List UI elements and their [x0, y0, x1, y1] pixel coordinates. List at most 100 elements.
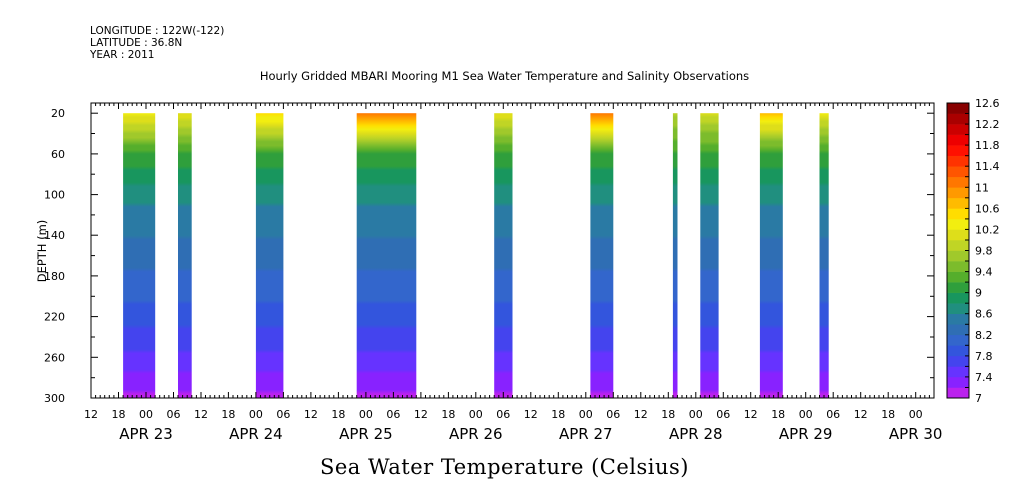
y-tick-label: 20 — [51, 107, 65, 120]
x-tick-label: 06 — [386, 408, 400, 421]
colorbar-label: 12.2 — [975, 118, 1000, 131]
colorbar-label: 11.4 — [975, 160, 1000, 173]
colorbar-swatch — [947, 166, 969, 178]
x-day-label: APR 24 — [229, 425, 283, 443]
x-tick-label: 00 — [909, 408, 923, 421]
colorbar-swatch — [947, 145, 969, 156]
y-axis-label: DEPTH (m) — [35, 220, 49, 283]
x-tick-label: 00 — [139, 408, 153, 421]
x-tick-label: 12 — [84, 408, 98, 421]
x-tick-label: 18 — [771, 408, 785, 421]
colorbar-swatch — [947, 134, 969, 146]
x-tick-label: 00 — [689, 408, 703, 421]
colorbar-label: 8.6 — [975, 308, 993, 321]
colorbar: 7 7.4 7.8 8.2 8.6 9 9.4 9.8 10.2 10.6 11 11.4 11.8 12… — [946, 97, 1000, 405]
year-label: YEAR : 2011 — [90, 49, 155, 61]
y-tick-label: 100 — [44, 189, 65, 202]
x-tick-label: 06 — [826, 408, 840, 421]
x-day-label: APR 26 — [449, 425, 503, 443]
colorbar-label: 11.8 — [975, 139, 1000, 152]
observation-block — [123, 113, 156, 398]
colorbar-swatch — [947, 387, 969, 399]
observation-block — [178, 113, 192, 398]
x-tick-label: 12 — [634, 408, 648, 421]
x-axis-label: Sea Water Temperature (Celsius) — [319, 455, 689, 479]
observation-block — [672, 113, 678, 398]
x-tick-label: 06 — [496, 408, 510, 421]
x-tick-label: 18 — [441, 408, 455, 421]
x-tick-label: 12 — [524, 408, 538, 421]
colorbar-label: 10.2 — [975, 223, 1000, 236]
colorbar-label: 8.2 — [975, 329, 993, 342]
observation-block — [356, 113, 417, 398]
x-tick-label: 12 — [854, 408, 868, 421]
colorbar-swatch — [947, 103, 969, 114]
x-day-label: APR 29 — [779, 425, 833, 443]
observation-block — [759, 113, 783, 398]
colorbar-label: 9 — [975, 287, 982, 300]
colorbar-swatch — [947, 334, 969, 346]
x-tick-label: 12 — [194, 408, 208, 421]
colorbar-label: 9.4 — [975, 266, 993, 279]
x-tick-label: 12 — [744, 408, 758, 421]
colorbar-swatch — [947, 313, 969, 325]
x-tick-label: 00 — [579, 408, 593, 421]
colorbar-label: 7 — [975, 392, 982, 405]
x-day-label: APR 27 — [559, 425, 613, 443]
colorbar-swatch — [947, 197, 969, 209]
colorbar-label: 12.6 — [975, 97, 1000, 110]
x-day-label: APR 28 — [669, 425, 723, 443]
colorbar-swatch — [947, 345, 969, 357]
observation-block — [819, 113, 829, 398]
colorbar-swatch — [947, 292, 969, 304]
colorbar-swatch — [947, 239, 969, 251]
x-tick-label: 06 — [167, 408, 181, 421]
x-tick-label: 06 — [716, 408, 730, 421]
observation-block — [700, 113, 719, 398]
colorbar-swatch — [947, 261, 969, 272]
colorbar-swatch — [947, 218, 969, 230]
y-tick-label: 300 — [44, 392, 65, 405]
colorbar-swatch — [947, 229, 969, 241]
latitude-label: LATITUDE : 36.8N — [90, 37, 183, 49]
colorbar-swatch — [947, 113, 969, 125]
colorbar-swatch — [947, 208, 969, 220]
x-tick-label: 00 — [469, 408, 483, 421]
colorbar-label: 10.6 — [975, 202, 1000, 215]
x-day-label: APR 23 — [119, 425, 173, 443]
y-tick-label: 60 — [51, 148, 65, 161]
y-tick-label: 180 — [44, 270, 65, 283]
colorbar-label: 7.4 — [975, 371, 993, 384]
colorbar-swatch — [947, 355, 969, 367]
x-tick-label: 18 — [881, 408, 895, 421]
x-tick-label: 00 — [359, 408, 373, 421]
x-tick-label: 12 — [414, 408, 428, 421]
colorbar-label: 9.8 — [975, 245, 993, 258]
colorbar-swatch — [947, 155, 969, 167]
x-tick-label: 12 — [304, 408, 318, 421]
x-day-label: APR 30 — [889, 425, 943, 443]
colorbar-swatch — [947, 366, 969, 378]
longitude-label: LONGITUDE : 122W(-122) — [90, 25, 225, 37]
x-tick-label: 00 — [249, 408, 263, 421]
y-axis: 20 60 100 140 180 220 260 300 — [44, 107, 934, 405]
colorbar-swatch — [947, 282, 969, 293]
colorbar-swatch — [947, 303, 969, 315]
x-tick-label: 06 — [606, 408, 620, 421]
x-tick-label: 00 — [799, 408, 813, 421]
colorbar-swatch — [947, 187, 969, 199]
y-tick-label: 260 — [44, 351, 65, 364]
colorbar-swatch — [947, 250, 969, 262]
observation-block — [255, 113, 284, 398]
observation-blocks — [123, 113, 829, 398]
colorbar-label: 7.8 — [975, 350, 993, 363]
observation-block — [590, 113, 614, 398]
x-day-label: APR 25 — [339, 425, 393, 443]
x-tick-label: 18 — [221, 408, 235, 421]
x-tick-label: 18 — [551, 408, 565, 421]
colorbar-swatch — [947, 324, 969, 336]
x-tick-label: 18 — [661, 408, 675, 421]
colorbar-swatch — [947, 124, 969, 135]
colorbar-swatch — [947, 376, 969, 388]
